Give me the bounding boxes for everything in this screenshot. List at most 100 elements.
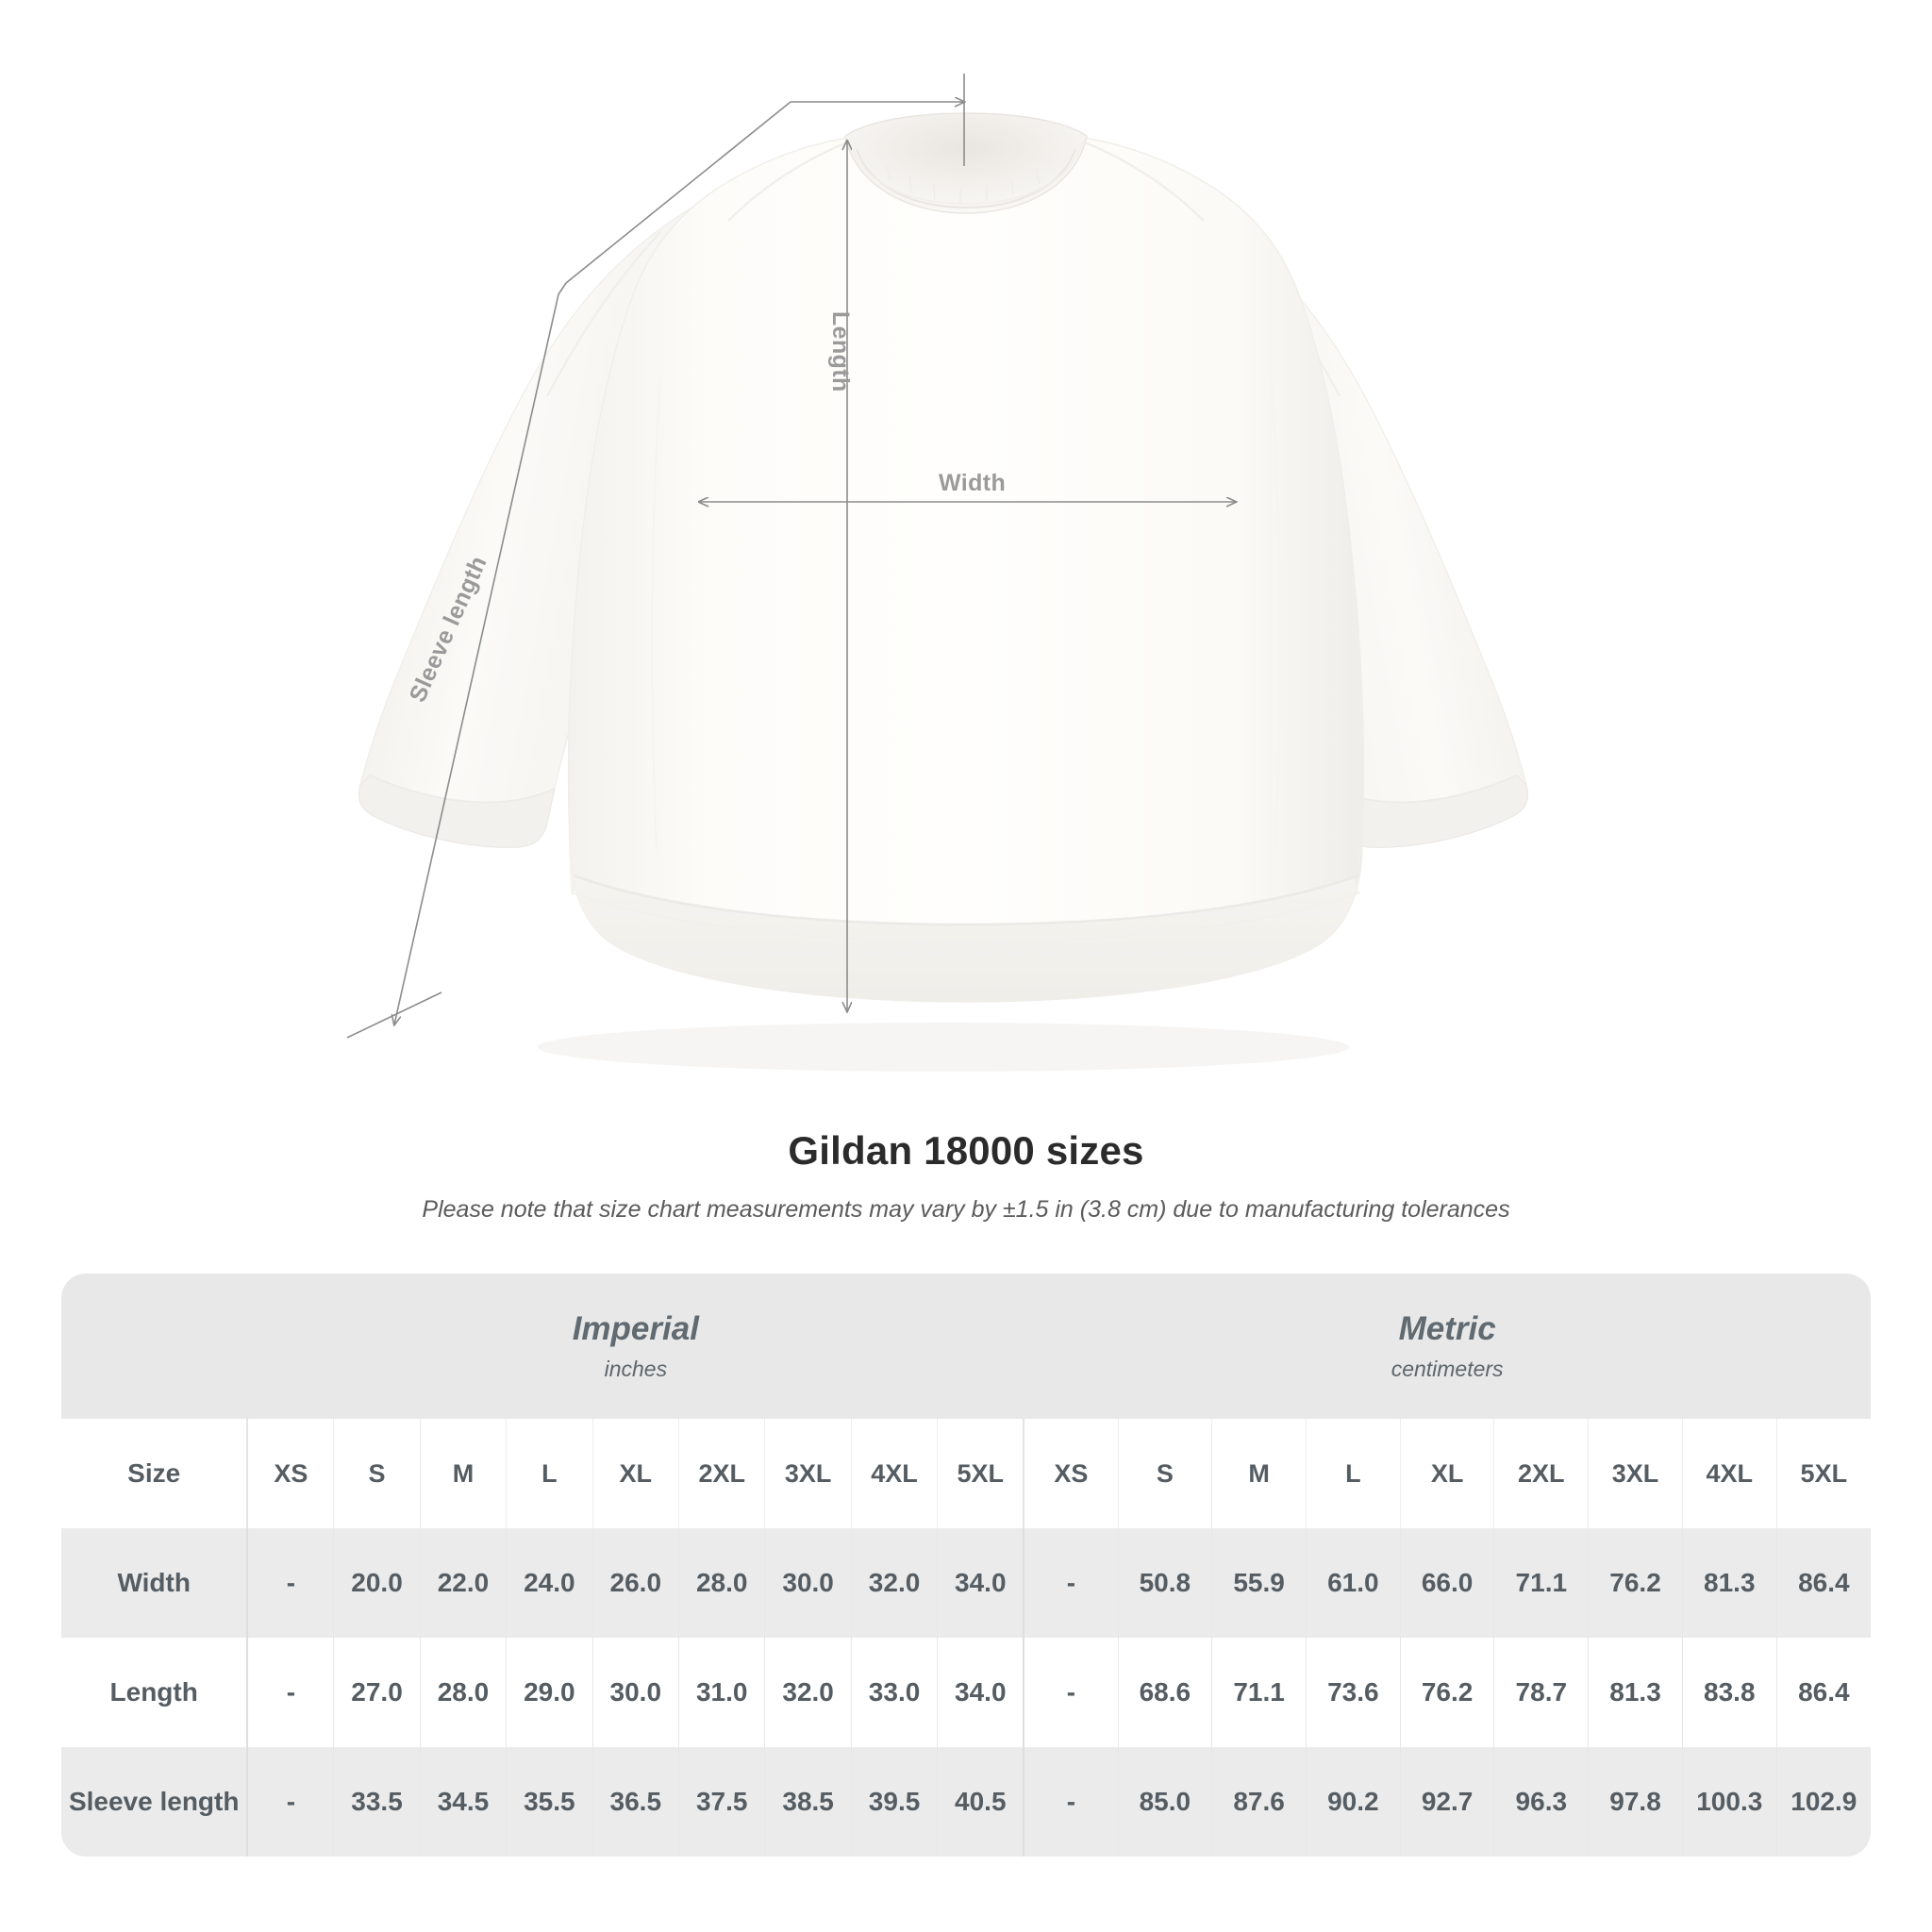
- cell-sleeve-metric-l: 90.2: [1305, 1747, 1401, 1857]
- size-header-imperial-xl: XL: [591, 1419, 679, 1528]
- cell-width-metric-l: 61.0: [1305, 1528, 1401, 1638]
- cell-width-metric-5xl: 86.4: [1775, 1528, 1871, 1638]
- cell-width-metric-xl: 66.0: [1399, 1528, 1494, 1638]
- unit-group-metric: Metric centimeters: [1024, 1274, 1871, 1419]
- cell-length-imperial-m: 28.0: [419, 1638, 507, 1747]
- cell-width-metric-xs: -: [1023, 1528, 1118, 1638]
- cell-sleeve-metric-xl: 92.7: [1399, 1747, 1494, 1857]
- cell-width-imperial-4xl: 32.0: [850, 1528, 938, 1638]
- unit-group-imperial-name: Imperial: [572, 1310, 699, 1348]
- page-title: Gildan 18000 sizes: [788, 1128, 1144, 1173]
- cell-sleeve-metric-2xl: 96.3: [1493, 1747, 1589, 1857]
- cell-sleeve-metric-xs: -: [1023, 1747, 1118, 1857]
- cell-length-metric-xl: 76.2: [1399, 1638, 1494, 1747]
- size-header-imperial-2xl: 2XL: [677, 1419, 765, 1528]
- cell-length-metric-2xl: 78.7: [1493, 1638, 1589, 1747]
- cell-sleeve-imperial-xs: -: [246, 1747, 334, 1857]
- cell-length-imperial-4xl: 33.0: [850, 1638, 938, 1747]
- cell-length-imperial-3xl: 32.0: [764, 1638, 852, 1747]
- table-row: Width - 20.0 22.0 24.0 26.0 28.0 30.0 32…: [61, 1528, 1871, 1638]
- cell-sleeve-imperial-4xl: 39.5: [850, 1747, 938, 1857]
- cell-sleeve-imperial-m: 34.5: [419, 1747, 507, 1857]
- size-header-metric-3xl: 3XL: [1588, 1419, 1683, 1528]
- cell-sleeve-metric-5xl: 102.9: [1775, 1747, 1871, 1857]
- unit-group-metric-name: Metric: [1398, 1310, 1496, 1348]
- cell-width-metric-3xl: 76.2: [1588, 1528, 1683, 1638]
- cell-length-metric-m: 71.1: [1211, 1638, 1307, 1747]
- size-header-imperial-5xl: 5XL: [937, 1419, 1024, 1528]
- cell-length-imperial-xs: -: [246, 1638, 334, 1747]
- cell-width-imperial-3xl: 30.0: [764, 1528, 852, 1638]
- size-header-imperial-3xl: 3XL: [764, 1419, 852, 1528]
- cell-sleeve-imperial-3xl: 38.5: [764, 1747, 852, 1857]
- cell-length-imperial-5xl: 34.0: [937, 1638, 1024, 1747]
- unit-group-imperial: Imperial inches: [247, 1274, 1024, 1419]
- cell-width-imperial-xs: -: [246, 1528, 334, 1638]
- cell-width-metric-4xl: 81.3: [1681, 1528, 1777, 1638]
- cell-width-imperial-l: 24.0: [506, 1528, 593, 1638]
- cell-length-metric-3xl: 81.3: [1588, 1638, 1683, 1747]
- cell-sleeve-metric-s: 85.0: [1117, 1747, 1212, 1857]
- size-header-imperial-m: M: [419, 1419, 507, 1528]
- cell-width-imperial-2xl: 28.0: [677, 1528, 765, 1638]
- size-header-metric-xs: XS: [1023, 1419, 1118, 1528]
- row-label-sleeve-length: Sleeve length: [61, 1747, 248, 1857]
- sleeve-length-dimension: [346, 74, 964, 1039]
- size-header-imperial-s: S: [333, 1419, 421, 1528]
- cell-width-metric-s: 50.8: [1117, 1528, 1212, 1638]
- size-header-imperial-l: L: [506, 1419, 593, 1528]
- cell-sleeve-imperial-2xl: 37.5: [677, 1747, 765, 1857]
- cell-length-imperial-s: 27.0: [333, 1638, 421, 1747]
- cell-sleeve-imperial-l: 35.5: [506, 1747, 593, 1857]
- size-chart-table: Imperial inches Metric centimeters Size …: [61, 1274, 1871, 1857]
- cell-length-metric-s: 68.6: [1117, 1638, 1212, 1747]
- size-header-row: Size XS S M L XL 2XL 3XL 4XL 5XL XS S M …: [61, 1419, 1871, 1528]
- size-header-metric-m: M: [1211, 1419, 1307, 1528]
- cell-width-metric-m: 55.9: [1211, 1528, 1307, 1638]
- cell-sleeve-imperial-xl: 36.5: [591, 1747, 679, 1857]
- cell-sleeve-metric-m: 87.6: [1211, 1747, 1307, 1857]
- cell-sleeve-imperial-5xl: 40.5: [937, 1747, 1024, 1857]
- row-label-length: Length: [61, 1638, 248, 1747]
- cell-length-metric-4xl: 83.8: [1681, 1638, 1777, 1747]
- unit-banner-spacer: [61, 1274, 248, 1419]
- title-block: Gildan 18000 sizes Please note that size…: [0, 1128, 1932, 1224]
- size-chart-table-wrapper: Imperial inches Metric centimeters Size …: [61, 1274, 1871, 1857]
- size-header-metric-s: S: [1117, 1419, 1212, 1528]
- size-header-label: Size: [61, 1419, 248, 1528]
- cell-width-imperial-s: 20.0: [333, 1528, 421, 1638]
- cell-length-metric-5xl: 86.4: [1775, 1638, 1871, 1747]
- cell-length-metric-l: 73.6: [1305, 1638, 1401, 1747]
- cell-length-imperial-2xl: 31.0: [677, 1638, 765, 1747]
- cell-length-imperial-l: 29.0: [506, 1638, 593, 1747]
- sweatshirt-diagram: [346, 74, 1529, 1072]
- cell-width-imperial-5xl: 34.0: [937, 1528, 1024, 1638]
- cell-sleeve-imperial-s: 33.5: [333, 1747, 421, 1857]
- size-header-metric-l: L: [1305, 1419, 1401, 1528]
- length-dimension-label: Length: [827, 311, 854, 392]
- size-header-imperial-4xl: 4XL: [850, 1419, 938, 1528]
- page-subtitle: Please note that size chart measurements…: [422, 1196, 1510, 1223]
- width-dimension-label: Width: [939, 470, 1007, 496]
- table-row: Sleeve length - 33.5 34.5 35.5 36.5 37.5…: [61, 1747, 1871, 1857]
- cell-width-imperial-xl: 26.0: [591, 1528, 679, 1638]
- cell-length-imperial-xl: 30.0: [591, 1638, 679, 1747]
- cell-sleeve-metric-4xl: 100.3: [1681, 1747, 1777, 1857]
- unit-group-metric-sub: centimeters: [1391, 1356, 1504, 1381]
- row-label-width: Width: [61, 1528, 248, 1638]
- garment-illustration: Length Width Sleeve length: [346, 74, 1529, 1072]
- measurement-lines: [346, 74, 1236, 1039]
- sweatshirt-body: [567, 112, 1365, 1003]
- size-header-metric-4xl: 4XL: [1681, 1419, 1777, 1528]
- size-header-imperial-xs: XS: [246, 1419, 334, 1528]
- unit-banner-row: Imperial inches Metric centimeters: [61, 1274, 1871, 1419]
- size-header-metric-2xl: 2XL: [1493, 1419, 1589, 1528]
- table-row: Length - 27.0 28.0 29.0 30.0 31.0 32.0 3…: [61, 1638, 1871, 1747]
- size-header-metric-xl: XL: [1399, 1419, 1494, 1528]
- cell-width-imperial-m: 22.0: [419, 1528, 507, 1638]
- cell-width-metric-2xl: 71.1: [1493, 1528, 1589, 1638]
- cell-sleeve-metric-3xl: 97.8: [1588, 1747, 1683, 1857]
- unit-group-imperial-sub: inches: [604, 1356, 668, 1381]
- size-header-metric-5xl: 5XL: [1775, 1419, 1871, 1528]
